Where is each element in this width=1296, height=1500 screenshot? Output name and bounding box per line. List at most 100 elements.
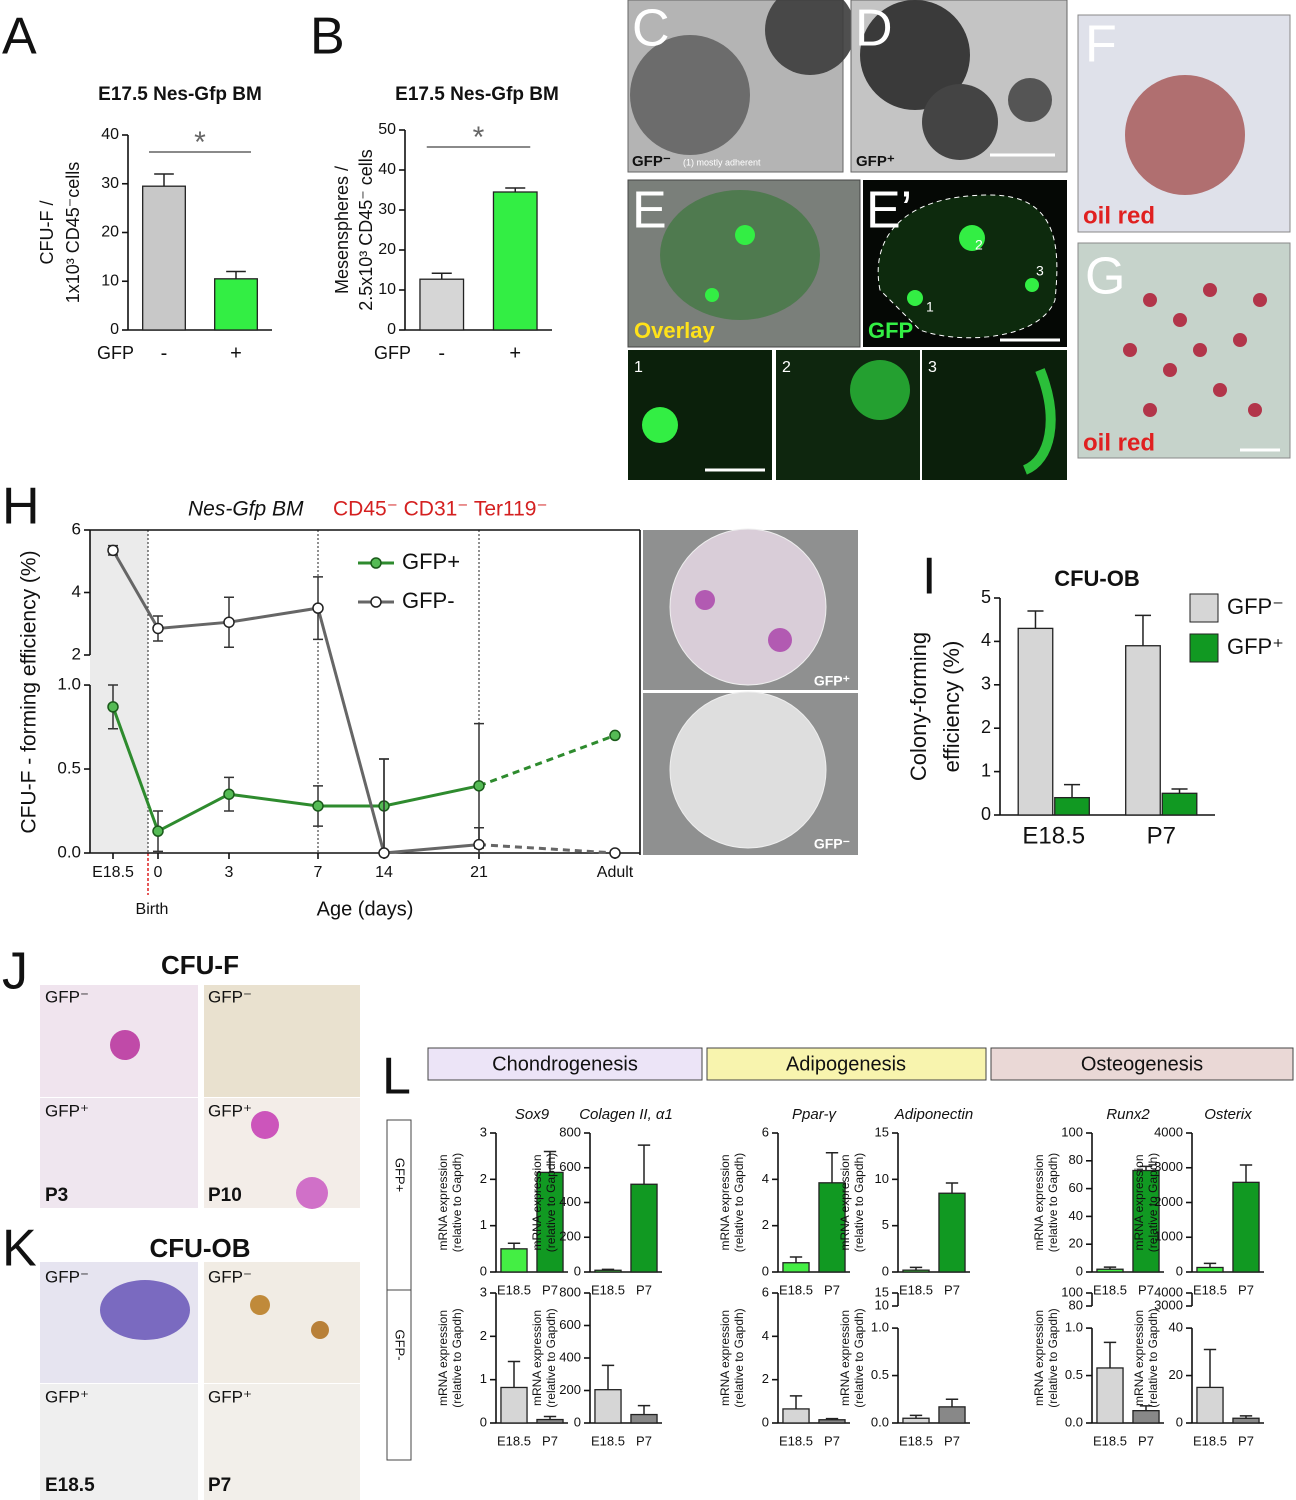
image-detail [110,1030,140,1060]
y-tick-label: 40 [1169,1320,1183,1335]
x-axis-label: Age (days) [317,898,414,920]
panel-letter: J [2,943,28,1001]
x-axis-label: GFP [97,343,134,363]
bar [902,1417,930,1424]
x-tick-label: E18.5 [92,864,134,881]
x-tick-label: P7 [636,1433,652,1448]
bar [500,1248,528,1273]
error-bar [825,1151,839,1183]
bar [1096,1268,1124,1273]
y-tick-label: 0 [1176,1414,1183,1429]
y-axis-label: 2.5x10³ CD45⁻ cells [356,149,376,311]
y-tick-label: 200 [559,1382,581,1397]
image-detail [877,194,1058,339]
y-tick-label: 0.5 [1065,1367,1083,1382]
bar [419,278,465,331]
significance-label: * [194,126,206,159]
error-bar [1239,1415,1253,1419]
y-tick-label: 3 [480,1284,487,1299]
y-tick-label: 200 [559,1229,581,1244]
error-bar [1027,610,1044,629]
image-detail [959,225,985,251]
bar [500,1386,528,1424]
y-tick-label: 0 [574,1414,581,1429]
image-detail [642,407,678,443]
bar [1196,1386,1224,1424]
legend-label: GFP- [402,588,455,613]
y-tick-label: 4000 [1154,1284,1183,1299]
y-tick-label: 0.0 [57,842,81,861]
dish-image [40,1098,198,1208]
bar [536,1171,564,1273]
chart-title: CFU-OB [1054,566,1140,591]
y-axis-label: (relative to Gapdh) [450,1308,464,1407]
y-tick-label: 100 [1061,1284,1083,1299]
y-axis-label: mRNA expression [530,1154,544,1250]
chart-title: Adiponectin [894,1106,973,1123]
x-tick-label: P7 [1238,1433,1254,1448]
image-detail [630,35,750,155]
point [473,838,485,851]
bar [782,1262,810,1273]
x-tick-label: E18.5 [591,1433,625,1448]
y-axis-label: efficiency (%) [939,641,964,773]
dish-image [204,1262,360,1383]
bar [142,185,186,331]
y-tick-label: 0 [574,1263,581,1278]
point [312,602,324,614]
x-tick-label: - [438,342,445,364]
y-tick-label: 0 [480,1414,487,1429]
error-bar [1203,1348,1217,1388]
x-tick-label: E18.5 [1022,822,1085,849]
point [609,847,621,859]
y-axis-label: (relative to Gapdh) [544,1308,558,1407]
error-bar [1139,1165,1153,1171]
y-axis-label: mRNA expression [1032,1310,1046,1406]
dish-image [204,1098,360,1208]
y-tick-label: 4 [762,1328,769,1343]
image-label: GFP⁻ [208,1267,252,1286]
y-tick-label: 1000 [1154,1229,1183,1244]
y-tick-label: 600 [559,1317,581,1332]
point [223,616,235,628]
y-axis-label: mRNA expression [436,1310,450,1406]
panel-letter: B [310,8,345,66]
point [312,800,324,812]
y-tick-label: 2000 [1154,1194,1183,1209]
x-tick-label: + [509,342,521,364]
y-tick-label: 0 [762,1414,769,1429]
y-tick-label: 0.5 [871,1367,889,1382]
bar [594,1389,622,1424]
image-label: GFP⁻ [208,987,252,1006]
point [223,788,235,800]
bar [1196,1266,1224,1273]
bar [1161,792,1198,816]
image-label: GFP⁺ [45,1387,89,1406]
x-tick-label: 7 [314,864,323,881]
image-label: 3 [1036,263,1044,279]
plate-label: GFP⁺ [814,673,850,689]
panel-letter: K [2,1220,37,1278]
y-tick-label: 10 [875,1171,889,1186]
y-tick-label: 2 [762,1371,769,1386]
y-tick-label: 0 [480,1263,487,1278]
bar [536,1418,564,1424]
y-axis-label: (relative to Gapdh) [1046,1308,1060,1407]
y-tick-label: 80 [1069,1152,1083,1167]
chart-title: Osterix [1204,1106,1252,1123]
x-tick-label: P7 [1147,822,1176,849]
y-tick-label: 1.0 [871,1320,889,1335]
y-axis-label: (relative to Gapdh) [732,1153,746,1252]
bar [1125,645,1161,816]
error-bar [431,272,452,280]
row-label: GFP+ [393,1158,408,1192]
y-axis-label: mRNA expression [838,1310,852,1406]
dish-image [204,985,360,1097]
bar [1132,1410,1160,1424]
x-tick-label: P7 [1238,1282,1254,1297]
image-detail [705,288,719,302]
y-tick-label: 0 [1076,1263,1083,1278]
y-tick-label: 10 [101,272,119,289]
y-axis-label: (relative to Gapdh) [450,1153,464,1252]
group-label: Osteogenesis [1081,1053,1203,1075]
